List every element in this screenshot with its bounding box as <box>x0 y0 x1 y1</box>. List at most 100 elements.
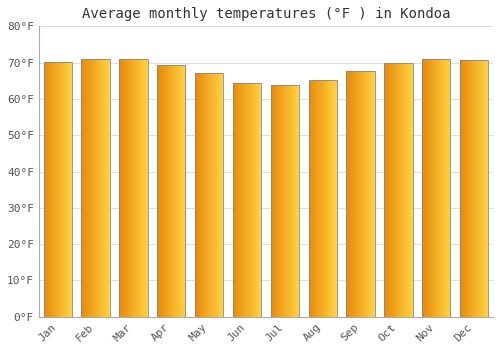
Bar <box>389 63 390 317</box>
Bar <box>202 74 203 317</box>
Bar <box>330 80 332 317</box>
Bar <box>360 71 362 317</box>
Bar <box>270 85 272 317</box>
Bar <box>137 59 138 317</box>
Bar <box>146 59 148 317</box>
Bar <box>234 83 236 317</box>
Title: Average monthly temperatures (°F ) in Kondoa: Average monthly temperatures (°F ) in Ko… <box>82 7 450 21</box>
Bar <box>256 83 258 317</box>
Bar <box>481 60 482 317</box>
Bar <box>242 83 244 317</box>
Bar <box>346 71 375 317</box>
Bar <box>475 60 476 317</box>
Bar <box>166 65 168 317</box>
Bar <box>178 65 179 317</box>
Bar <box>356 71 357 317</box>
Bar <box>320 80 321 317</box>
Bar <box>195 74 196 317</box>
Bar <box>364 71 366 317</box>
Bar <box>53 62 54 317</box>
Bar <box>358 71 360 317</box>
Bar <box>46 62 48 317</box>
Bar <box>326 80 328 317</box>
Bar <box>125 59 126 317</box>
Bar <box>371 71 372 317</box>
Bar <box>470 60 472 317</box>
Bar <box>310 80 312 317</box>
Bar <box>182 65 184 317</box>
Bar <box>440 58 441 317</box>
Bar <box>270 85 299 317</box>
Bar <box>62 62 64 317</box>
Bar <box>334 80 335 317</box>
Bar <box>52 62 53 317</box>
Bar <box>384 63 412 317</box>
Bar <box>351 71 352 317</box>
Bar <box>333 80 334 317</box>
Bar <box>170 65 172 317</box>
Bar <box>128 59 130 317</box>
Bar <box>140 59 141 317</box>
Bar <box>240 83 242 317</box>
Bar <box>392 63 393 317</box>
Bar <box>405 63 406 317</box>
Bar <box>142 59 143 317</box>
Bar <box>216 74 218 317</box>
Bar <box>198 74 199 317</box>
Bar <box>67 62 68 317</box>
Bar <box>482 60 484 317</box>
Bar <box>104 59 105 317</box>
Bar <box>198 74 200 317</box>
Bar <box>126 59 127 317</box>
Bar <box>486 60 488 317</box>
Bar <box>141 59 142 317</box>
Bar <box>316 80 317 317</box>
Bar <box>466 60 468 317</box>
Bar <box>143 59 144 317</box>
Bar <box>105 59 106 317</box>
Bar <box>109 59 110 317</box>
Bar <box>196 74 197 317</box>
Bar <box>215 74 216 317</box>
Bar <box>260 83 261 317</box>
Bar <box>124 59 125 317</box>
Bar <box>181 65 182 317</box>
Bar <box>336 80 337 317</box>
Bar <box>145 59 146 317</box>
Bar <box>134 59 136 317</box>
Bar <box>252 83 254 317</box>
Bar <box>279 85 280 317</box>
Bar <box>385 63 386 317</box>
Bar <box>296 85 297 317</box>
Bar <box>200 74 202 317</box>
Bar <box>427 58 428 317</box>
Bar <box>373 71 374 317</box>
Bar <box>434 58 436 317</box>
Bar <box>179 65 180 317</box>
Bar <box>206 74 208 317</box>
Bar <box>317 80 318 317</box>
Bar <box>120 59 121 317</box>
Bar <box>318 80 319 317</box>
Bar <box>288 85 290 317</box>
Bar <box>168 65 170 317</box>
Bar <box>238 83 240 317</box>
Bar <box>362 71 364 317</box>
Bar <box>478 60 479 317</box>
Bar <box>244 83 245 317</box>
Bar <box>91 59 92 317</box>
Bar <box>69 62 70 317</box>
Bar <box>285 85 286 317</box>
Bar <box>438 58 439 317</box>
Bar <box>282 85 283 317</box>
Bar <box>89 59 90 317</box>
Bar <box>57 62 58 317</box>
Bar <box>374 71 375 317</box>
Bar <box>210 74 211 317</box>
Bar <box>408 63 409 317</box>
Bar <box>173 65 174 317</box>
Bar <box>197 74 198 317</box>
Bar <box>357 71 358 317</box>
Bar <box>324 80 326 317</box>
Bar <box>308 80 310 317</box>
